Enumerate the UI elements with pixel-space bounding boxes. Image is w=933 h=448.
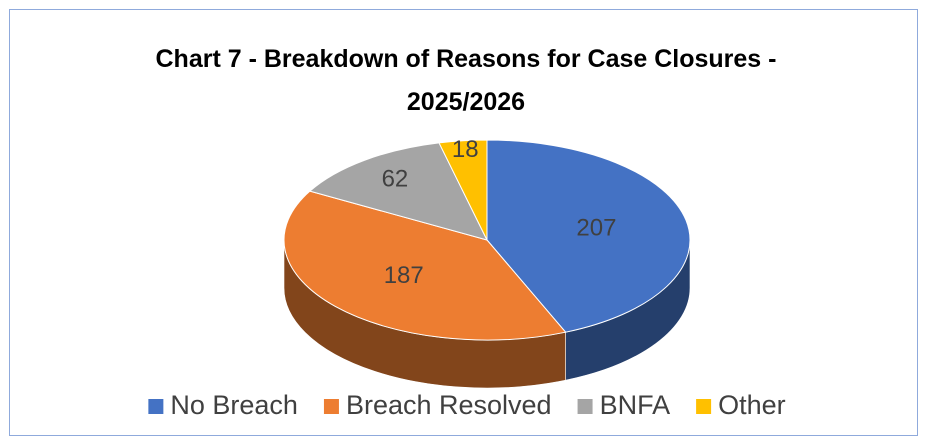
legend-label: Breach Resolved [346,390,552,420]
chart-border [9,9,918,436]
legend-swatch [148,399,164,414]
pie-slice [283,190,567,341]
data-label: 207 [576,214,616,241]
legend-label: BNFA [600,390,671,420]
pie-tops [283,139,691,341]
pie-slice [486,139,691,333]
chart-title: Chart 7 - Breakdown of Reasons for Case … [155,45,777,116]
legend-label: No Breach [170,390,298,420]
pie-slice [308,142,488,241]
legend-swatch [323,399,339,414]
data-label: 187 [384,262,424,289]
data-label: 18 [452,136,479,163]
pie-slice [438,139,488,241]
legend-swatch [696,399,712,414]
legend: No Breach Breach Resolved BNFA Other [148,390,786,420]
legend-label: Other [718,390,786,420]
data-label: 62 [382,166,409,193]
data-labels: 207 187 62 18 [382,136,617,289]
legend-swatch [577,399,593,414]
